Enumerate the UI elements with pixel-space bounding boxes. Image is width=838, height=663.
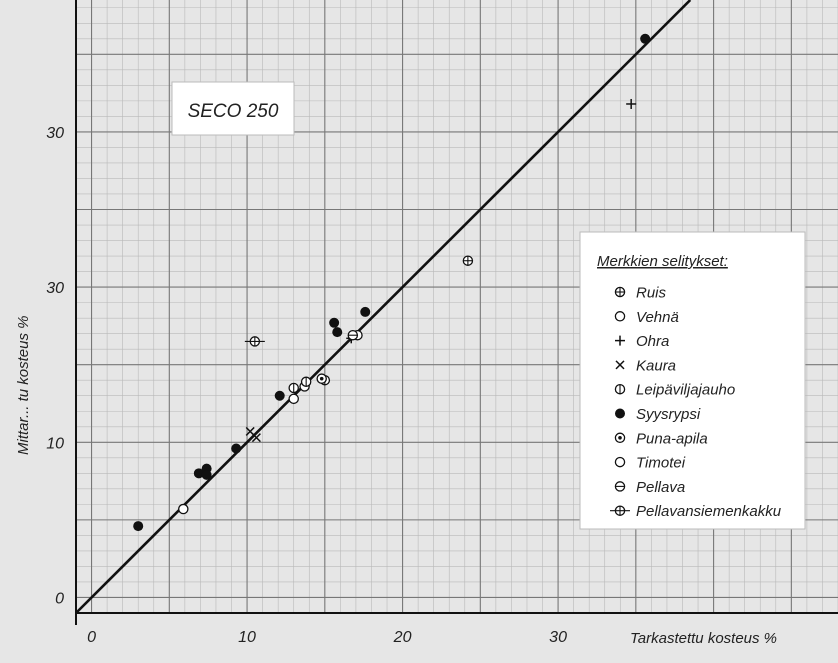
- point-syysrypsi: [360, 306, 371, 317]
- legend-label: Pellava: [636, 479, 685, 496]
- legend-label: Ruis: [636, 285, 667, 302]
- title-panel: SECO 250: [171, 81, 295, 136]
- legend-marker-vehna: [614, 311, 626, 322]
- legend-marker-kaura: [615, 360, 625, 370]
- point-ruis: [462, 255, 474, 266]
- legend-label: Syysrypsi: [636, 406, 701, 423]
- y-tick-label: 0: [55, 590, 64, 607]
- point-kaura: [251, 433, 261, 443]
- point-leipa: [300, 376, 312, 388]
- legend-marker-ruis: [614, 286, 626, 298]
- legend-label: Kaura: [636, 357, 676, 374]
- y-tick-label: 30: [46, 280, 64, 297]
- point-syysrypsi: [329, 317, 340, 328]
- y-tick-labels: 0 10 30 30: [46, 125, 64, 608]
- point-syysrypsi: [640, 33, 651, 44]
- y-axis-label: Mittar... tu kosteus %: [15, 316, 32, 456]
- legend-marker-leipa: [614, 383, 626, 395]
- legend-label: Vehnä: [636, 309, 679, 326]
- y-tick-label: 10: [46, 435, 64, 452]
- legend-marker-puna: [614, 432, 626, 444]
- legend-label: Timotei: [636, 455, 686, 472]
- point-vehna: [288, 393, 299, 405]
- point-pellavans: [244, 336, 265, 347]
- legend-label: Pellavansiemenkakku: [636, 503, 782, 520]
- legend-marker-syysrypsi: [615, 408, 625, 419]
- point-leipa: [288, 382, 299, 394]
- point-syysrypsi: [274, 390, 285, 401]
- x-tick-label: 0: [87, 629, 96, 646]
- legend-marker-timotei: [614, 456, 626, 468]
- y-tick-label: 30: [46, 125, 64, 142]
- x-tick-label: 10: [238, 629, 256, 646]
- point-pellava: [347, 329, 359, 341]
- data-points: [133, 33, 651, 532]
- legend-label: Leipäviljajauho: [636, 382, 735, 399]
- legend-label: Ohra: [636, 333, 669, 350]
- legend: Merkkien selitykset: Ruis Vehnä Ohra Kaura L…: [579, 231, 806, 530]
- legend-title: Merkkien selitykset:: [597, 253, 728, 270]
- point-ohra: [626, 98, 637, 109]
- x-tick-labels: 0 10 20 30: [87, 629, 567, 646]
- point-syysrypsi: [201, 469, 212, 480]
- point-puna: [316, 373, 327, 384]
- point-syysrypsi: [133, 521, 144, 532]
- point-syysrypsi: [332, 327, 343, 338]
- legend-marker-pellava: [614, 481, 626, 492]
- x-axis-label: Tarkastettu kosteus %: [630, 630, 777, 647]
- x-tick-label: 30: [549, 629, 567, 646]
- legend-marker-pellavans: [610, 505, 630, 516]
- x-tick-label: 20: [393, 629, 412, 646]
- point-syysrypsi: [231, 443, 242, 454]
- legend-marker-ohra: [615, 335, 625, 346]
- point-syysrypsi: [193, 468, 204, 479]
- point-vehna: [178, 503, 189, 515]
- chart-title: SECO 250: [188, 101, 279, 122]
- legend-entries: Ruis Vehnä Ohra Kaura Leipäviljajauho Syysryp…: [610, 285, 782, 520]
- legend-label: Puna-apila: [636, 430, 708, 447]
